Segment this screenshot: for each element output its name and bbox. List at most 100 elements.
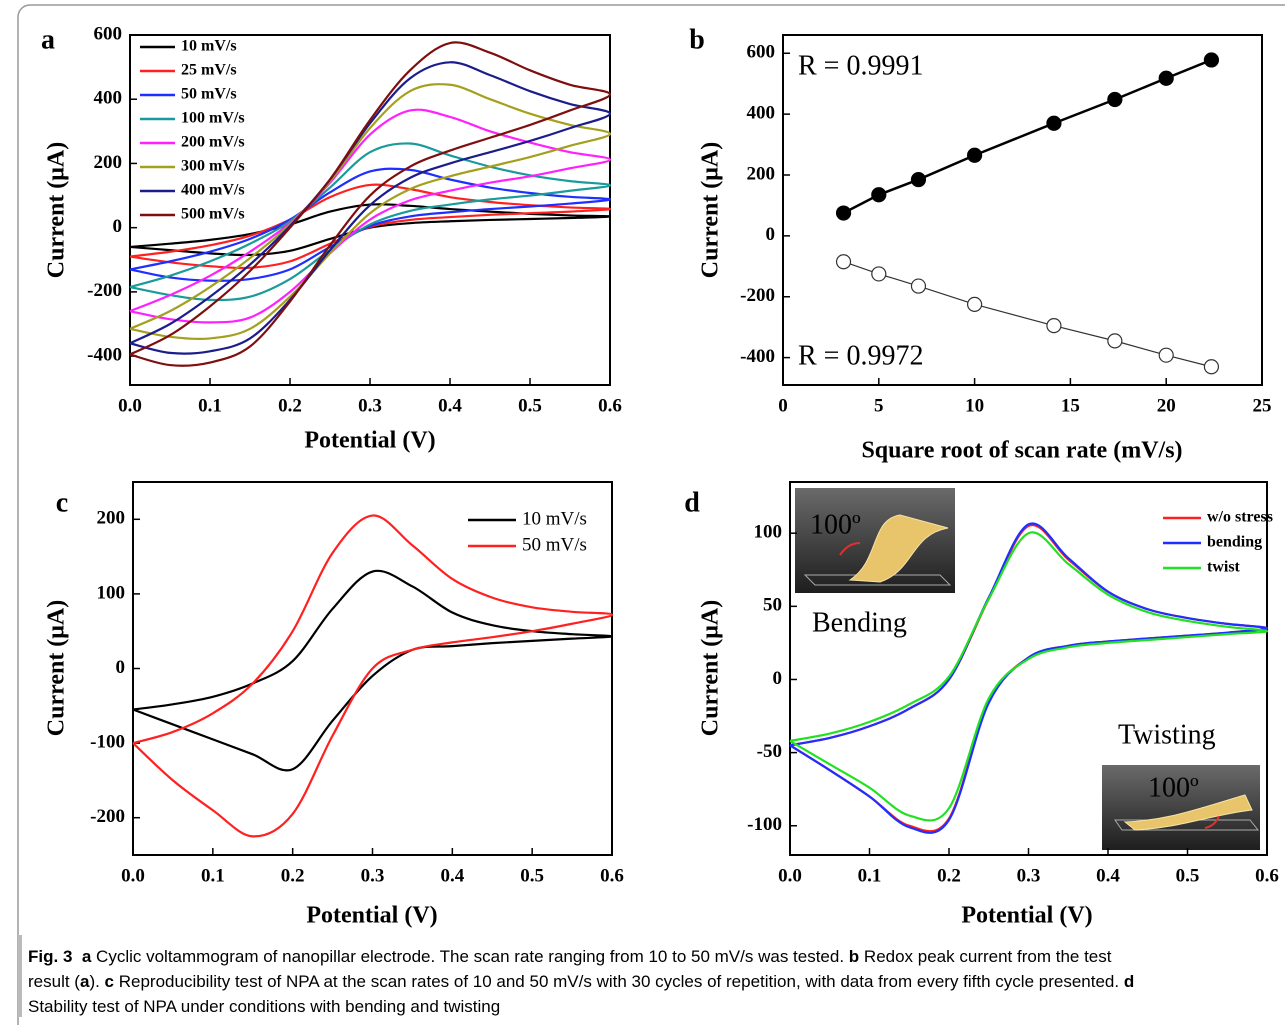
cv-curve bbox=[129, 41, 612, 367]
legend-label: 10 mV/s bbox=[181, 38, 237, 55]
annotation: 100º bbox=[1148, 772, 1199, 803]
panel-label: a bbox=[41, 24, 55, 55]
data-point bbox=[835, 205, 852, 221]
x-tick-label: 0.3 bbox=[1017, 865, 1041, 886]
panel-label: b bbox=[689, 24, 705, 55]
cv-curve bbox=[129, 142, 612, 302]
y-tick-label: -100 bbox=[747, 814, 782, 835]
annotation: Bending bbox=[812, 607, 907, 638]
data-point bbox=[1158, 70, 1174, 86]
panel: a Potential (V) Current (μA) 0.0 0.1 0.2 0.3 0.… bbox=[41, 23, 622, 453]
fit-line bbox=[842, 58, 1212, 215]
data-point bbox=[1107, 333, 1123, 349]
legend-label: 100 mV/s bbox=[181, 110, 245, 127]
caption-text: d bbox=[1124, 972, 1134, 991]
y-axis-label: Current (μA) bbox=[698, 600, 724, 736]
data-point bbox=[966, 296, 983, 312]
panel: b Square root of scan rate (mV/s) Current … bbox=[689, 24, 1271, 463]
x-tick-label: 20 bbox=[1157, 395, 1176, 416]
y-tick-label: 200 bbox=[94, 152, 123, 173]
legend-label: 400 mV/s bbox=[181, 182, 245, 199]
legend-label: 25 mV/s bbox=[181, 62, 237, 79]
legend-label: 50 mV/s bbox=[522, 534, 587, 555]
x-tick-label: 0 bbox=[778, 395, 788, 416]
y-tick-label: 0 bbox=[766, 224, 776, 245]
x-tick-label: 0.0 bbox=[778, 865, 802, 886]
x-tick-label: 0.6 bbox=[598, 395, 622, 416]
x-tick-label: 0.2 bbox=[937, 865, 961, 886]
legend-label: 500 mV/s bbox=[181, 206, 245, 223]
x-tick-label: 0.1 bbox=[858, 865, 882, 886]
data-point bbox=[835, 254, 852, 270]
x-tick-label: 10 bbox=[965, 395, 984, 416]
data-point bbox=[910, 171, 927, 188]
caption-text: Stability test of NPA under conditions w… bbox=[28, 997, 500, 1016]
caption-text: Reproducibility test of NPA at the scan … bbox=[114, 972, 1124, 991]
y-axis-label: Current (μA) bbox=[44, 600, 70, 736]
data-point bbox=[871, 266, 887, 282]
caption-text: c bbox=[105, 972, 114, 991]
panel-label: c bbox=[56, 487, 68, 518]
x-tick-label: 15 bbox=[1061, 395, 1080, 416]
x-tick-label: 0.4 bbox=[438, 395, 462, 416]
caption-line: Fig. 3 a Cyclic voltammogram of nanopill… bbox=[28, 947, 1112, 966]
x-tick-label: 0.5 bbox=[520, 865, 544, 886]
x-tick-label: 25 bbox=[1253, 395, 1272, 416]
y-tick-label: 0 bbox=[116, 657, 126, 678]
legend-label: 200 mV/s bbox=[181, 134, 245, 151]
x-axis-label: Potential (V) bbox=[961, 903, 1092, 929]
y-tick-label: -200 bbox=[90, 806, 125, 827]
legend-label: bending bbox=[1207, 534, 1262, 551]
caption-text: result ( bbox=[28, 972, 80, 991]
data-point bbox=[1046, 115, 1062, 131]
cv-curve bbox=[129, 167, 612, 282]
y-tick-label: 100 bbox=[97, 582, 126, 603]
y-tick-label: 200 bbox=[97, 508, 126, 529]
cv-curve bbox=[132, 514, 614, 838]
legend-label: twist bbox=[1207, 559, 1241, 576]
caption-text: Cyclic voltammogram of nanopillar electr… bbox=[91, 947, 848, 966]
x-tick-label: 0.5 bbox=[518, 395, 542, 416]
caption-text: Fig. 3 bbox=[28, 947, 72, 966]
y-tick-label: 400 bbox=[747, 102, 776, 123]
y-tick-label: -100 bbox=[90, 731, 125, 752]
x-tick-label: 0.4 bbox=[1096, 865, 1120, 886]
y-tick-label: 50 bbox=[763, 595, 782, 616]
cv-curve bbox=[789, 522, 1269, 834]
y-tick-label: -400 bbox=[87, 344, 122, 365]
legend-label: 50 mV/s bbox=[181, 86, 237, 103]
y-tick-label: -200 bbox=[740, 285, 775, 306]
legend-label: w/o stress bbox=[1207, 509, 1273, 526]
x-tick-label: 0.1 bbox=[201, 865, 225, 886]
inset-bending bbox=[795, 488, 955, 593]
data-point bbox=[1203, 359, 1220, 375]
annotation: R = 0.9991 bbox=[798, 50, 923, 81]
data-point bbox=[910, 278, 927, 294]
panel: c Potential (V) Current (μA) 0.0 0.1 0.2 0.3 0.… bbox=[44, 481, 624, 929]
caption-text: Redox peak current from the test bbox=[859, 947, 1112, 966]
y-tick-label: 600 bbox=[94, 23, 123, 44]
panel: d Potential (V) Current (μA) 0.0 0.1 0.2 0.3 0.… bbox=[684, 481, 1279, 929]
data-point bbox=[1158, 347, 1174, 363]
x-tick-label: 0.4 bbox=[440, 865, 464, 886]
x-tick-label: 5 bbox=[874, 395, 884, 416]
x-tick-label: 0.1 bbox=[198, 395, 222, 416]
caption-line: result (a). c Reproducibility test of NP… bbox=[28, 972, 1134, 991]
x-tick-label: 0.0 bbox=[118, 395, 142, 416]
inset-twisting bbox=[1102, 765, 1260, 850]
panel-label: d bbox=[684, 487, 700, 518]
x-tick-label: 0.0 bbox=[121, 865, 145, 886]
figure-border bbox=[17, 4, 1285, 1025]
data-point bbox=[871, 187, 887, 203]
caption-line: Stability test of NPA under conditions w… bbox=[28, 997, 500, 1016]
y-axis-label: Current (μA) bbox=[44, 142, 70, 278]
legend-label: 300 mV/s bbox=[181, 158, 245, 175]
annotation: 100º bbox=[810, 509, 861, 540]
x-axis-label: Potential (V) bbox=[306, 903, 437, 929]
caption-bar bbox=[18, 935, 22, 1017]
x-tick-label: 0.3 bbox=[358, 395, 382, 416]
caption-text: b bbox=[849, 947, 859, 966]
x-tick-label: 0.3 bbox=[361, 865, 385, 886]
caption-text: a bbox=[72, 947, 91, 966]
